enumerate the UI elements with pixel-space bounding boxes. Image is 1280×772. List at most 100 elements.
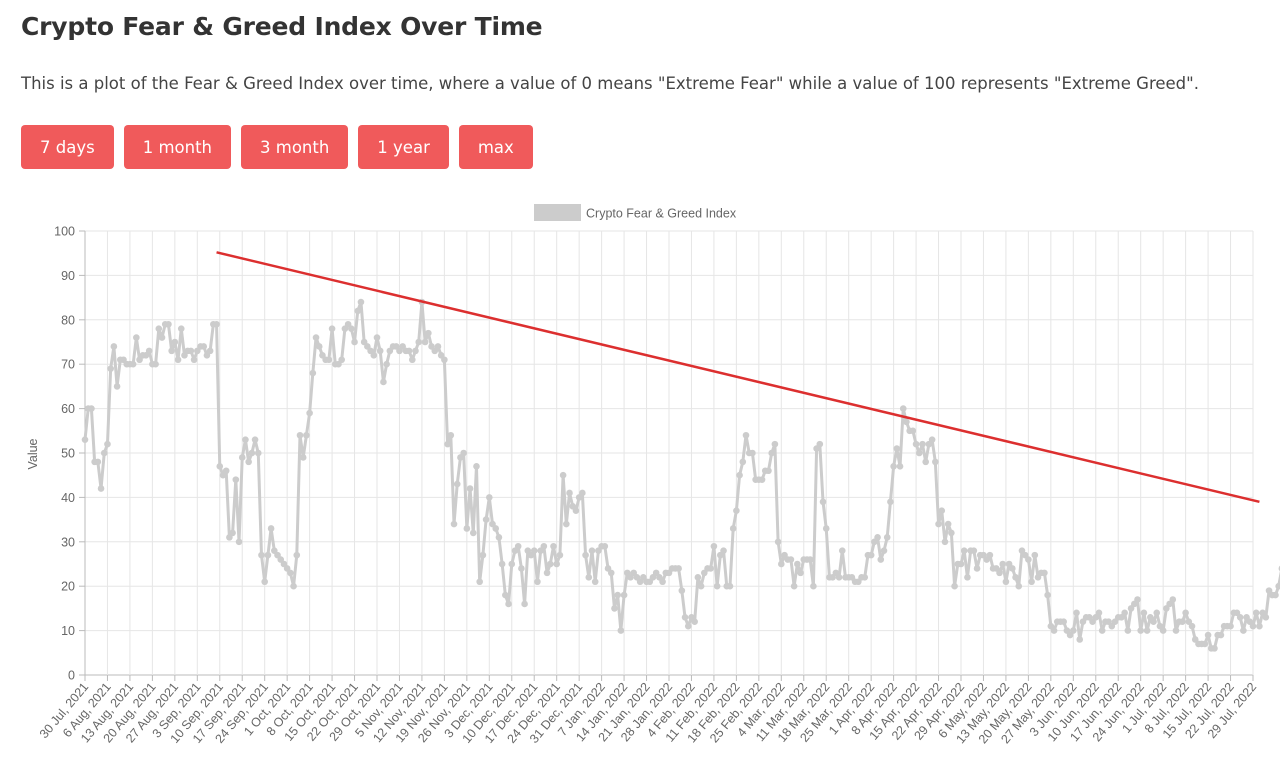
data-point (486, 494, 493, 501)
range-max-button[interactable]: max (458, 125, 533, 169)
data-point (973, 565, 981, 572)
data-point (707, 565, 715, 572)
data-point (338, 356, 346, 364)
data-point (601, 542, 609, 550)
data-point (778, 560, 785, 568)
data-point (168, 347, 175, 355)
data-point (383, 360, 390, 368)
data-point (415, 338, 423, 346)
data-point (835, 574, 843, 581)
data-point (165, 320, 172, 328)
data-point (1169, 596, 1177, 603)
range-1-year-button[interactable]: 1 year (358, 125, 449, 169)
data-point (354, 307, 362, 315)
data-point (1204, 631, 1212, 639)
data-point (713, 582, 721, 590)
data-point (1044, 591, 1051, 599)
data-point (964, 574, 971, 581)
data-point (1028, 578, 1035, 586)
data-point (1159, 627, 1167, 634)
data-point (508, 560, 516, 568)
data-point (768, 449, 775, 457)
y-tick-label: 90 (61, 269, 75, 283)
data-point (1252, 609, 1260, 617)
data-point (534, 578, 541, 586)
data-point (1137, 627, 1144, 634)
data-point (482, 516, 490, 523)
data-point (960, 547, 968, 554)
data-point (502, 591, 509, 599)
data-point (453, 480, 461, 488)
data-point (880, 547, 888, 554)
legend-swatch[interactable] (534, 204, 581, 221)
data-point (585, 574, 593, 581)
data-point (720, 547, 727, 554)
data-point (607, 569, 615, 577)
data-point (469, 529, 477, 537)
y-tick-label: 100 (54, 225, 75, 239)
data-point (550, 542, 557, 550)
page-title: Crypto Fear & Greed Index Over Time (21, 12, 543, 41)
data-point (726, 582, 734, 590)
data-point (999, 560, 1007, 568)
data-point (434, 343, 442, 350)
range-button-group: 7 days 1 month 3 month 1 year max (21, 125, 533, 169)
data-point (948, 529, 955, 537)
data-point (100, 449, 108, 457)
data-point (444, 440, 451, 448)
y-tick-label: 50 (61, 447, 75, 461)
data-point (681, 613, 689, 621)
data-point (563, 520, 570, 528)
data-point (620, 591, 628, 599)
data-point (915, 449, 923, 457)
data-point (787, 556, 795, 563)
legend-label[interactable]: Crypto Fear & Greed Index (586, 207, 737, 221)
data-point (328, 325, 336, 332)
data-point (505, 600, 512, 608)
data-point (733, 507, 740, 515)
data-point (1272, 591, 1279, 599)
y-tick-label: 80 (61, 313, 75, 327)
data-point (1201, 640, 1209, 648)
data-point (883, 534, 891, 541)
data-point (1095, 609, 1103, 617)
data-point (614, 591, 621, 599)
data-point (133, 334, 140, 341)
data-point (774, 538, 782, 546)
data-point (909, 427, 917, 435)
y-tick-label: 20 (61, 580, 75, 594)
range-1-month-button[interactable]: 1 month (123, 125, 231, 169)
data-point (216, 463, 224, 470)
data-point (928, 436, 936, 443)
range-3-month-button[interactable]: 3 month (241, 125, 349, 169)
data-point (697, 582, 705, 590)
data-point (1060, 618, 1067, 626)
y-tick-label: 10 (61, 624, 75, 638)
data-point (229, 529, 236, 537)
data-point (97, 485, 105, 492)
data-point (521, 600, 528, 608)
data-point (251, 436, 259, 443)
data-point (405, 347, 413, 355)
data-point (559, 471, 567, 479)
data-point (710, 542, 718, 550)
data-point (899, 405, 907, 412)
series-points (81, 298, 1280, 652)
data-point (611, 605, 618, 612)
data-point (495, 534, 503, 541)
data-point (514, 542, 522, 550)
data-point (822, 525, 830, 532)
data-point (742, 431, 750, 439)
data-point (553, 560, 560, 568)
data-point (546, 560, 554, 568)
data-point (1143, 627, 1151, 634)
range-7-days-button[interactable]: 7 days (21, 125, 114, 169)
data-point (88, 405, 95, 412)
data-point (566, 489, 573, 497)
data-point (267, 525, 275, 532)
data-point (376, 347, 384, 355)
data-point (556, 551, 564, 559)
data-point (986, 551, 994, 559)
data-point (919, 440, 926, 448)
data-point (790, 582, 798, 590)
